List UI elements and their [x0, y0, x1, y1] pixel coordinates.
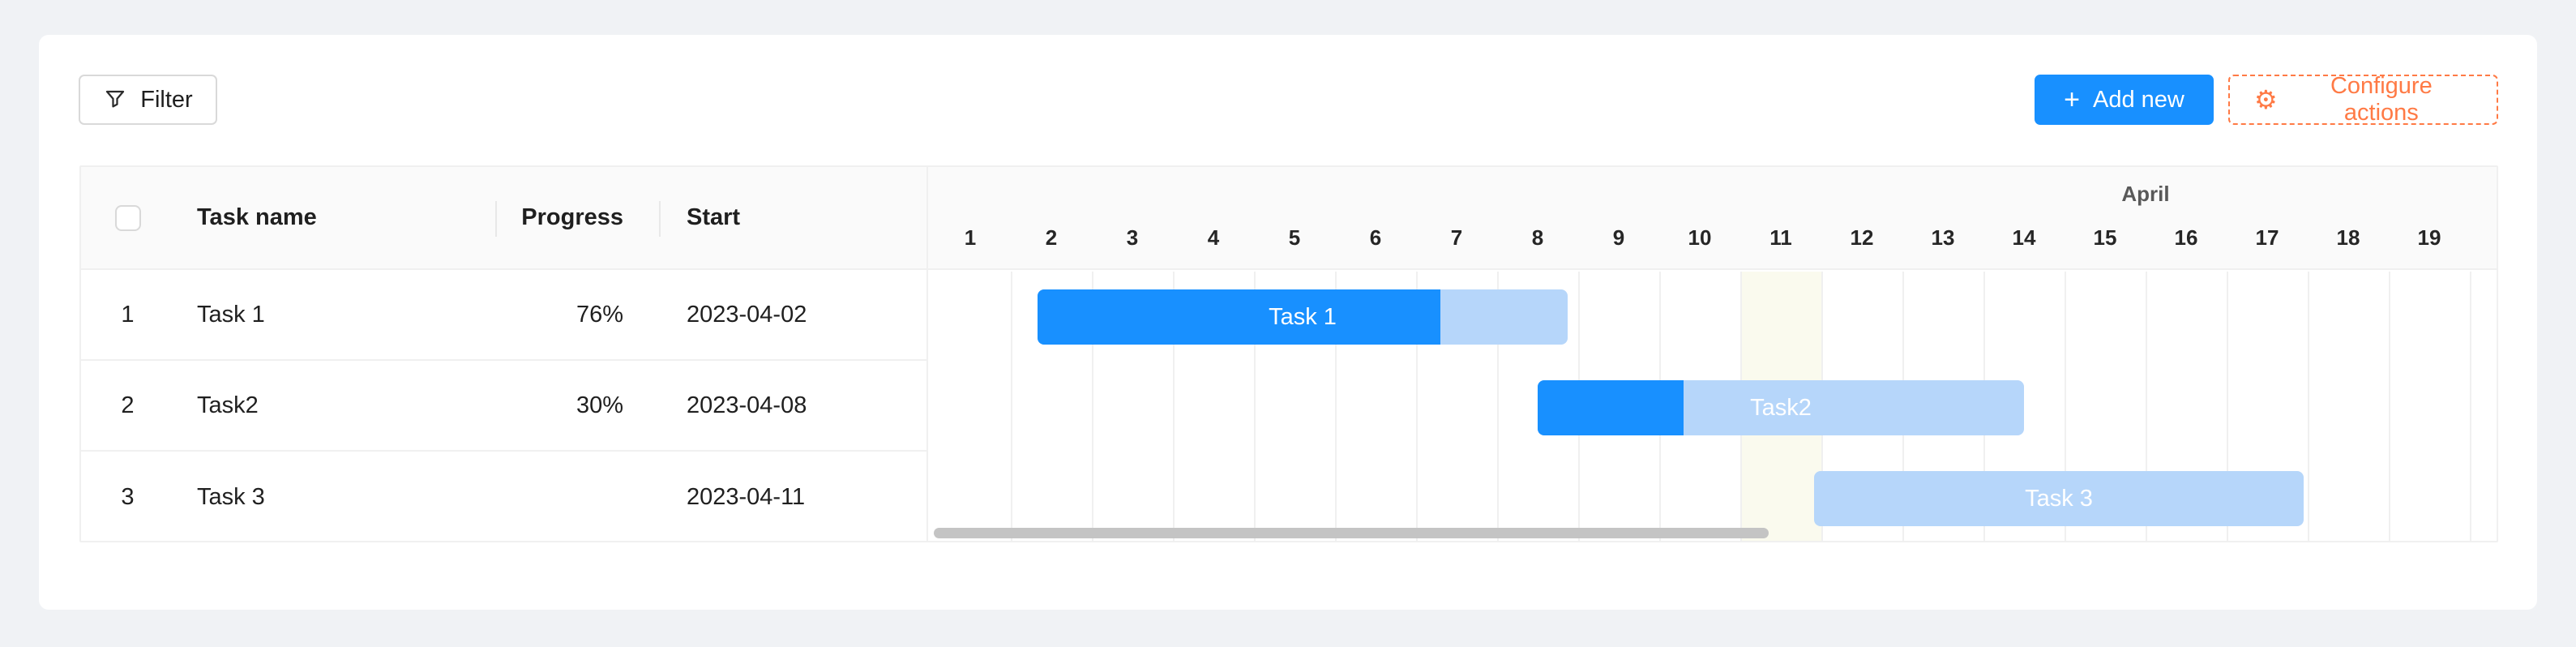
task-name-cell: Task 1 [197, 301, 265, 328]
add-new-button[interactable]: + Add new [2035, 75, 2214, 125]
timeline-header: April 1 2 3 4 5 6 7 8 9 10 11 12 13 14 15 16 17 18 19 [928, 167, 2497, 270]
grid-line [2470, 272, 2471, 541]
timeline-day-label: 9 [1612, 225, 1625, 250]
header-start: Start [687, 204, 741, 230]
row-number-cell: 1 [81, 302, 174, 328]
start-date-cell: 2023-04-11 [687, 483, 806, 510]
grid-line [2389, 272, 2390, 541]
filter-button[interactable]: Filter [79, 75, 217, 125]
gantt-card: Filter + Add new ⚙ Configure actions Tas… [39, 35, 2537, 610]
timeline-day-label: 18 [2336, 225, 2360, 250]
horizontal-scrollbar-thumb[interactable] [934, 528, 1769, 538]
timeline-day-label: 14 [2012, 225, 2036, 250]
timeline-day-label: 13 [1931, 225, 1955, 250]
grid-line [1335, 272, 1337, 541]
row-number: 2 [121, 392, 135, 418]
column-divider [659, 201, 661, 237]
row-number-cell: 2 [81, 392, 174, 419]
grid-line [1254, 272, 1256, 541]
timeline-day-label: 11 [1769, 225, 1792, 250]
timeline-day-label: 4 [1207, 225, 1220, 250]
task-table: Task name Progress Start 1 Task 1 76% 2023-… [81, 167, 926, 541]
task-name-cell: Task2 [197, 392, 259, 418]
plus-icon: + [2064, 84, 2080, 115]
timeline-day-label: 1 [964, 225, 977, 250]
select-all-checkbox[interactable] [114, 204, 141, 231]
filter-label: Filter [140, 86, 193, 113]
table-header-row: Task name Progress Start [81, 167, 926, 270]
timeline-day-label: 15 [2093, 225, 2117, 250]
header-task-name: Task name [197, 204, 317, 230]
timeline-day-label: 10 [1688, 225, 1712, 250]
progress-cell: 76% [576, 301, 623, 328]
filter-funnel-icon [103, 88, 127, 112]
timeline-day-label: 17 [2255, 225, 2279, 250]
configure-actions-button[interactable]: ⚙ Configure actions [2228, 73, 2498, 126]
start-date-cell: 2023-04-08 [687, 392, 807, 418]
gantt-chart: April 1 2 3 4 5 6 7 8 9 10 11 12 13 14 15 16 17 18 19 Task… [926, 167, 2497, 541]
timeline-day-label: 5 [1288, 225, 1301, 250]
header-progress: Progress [521, 204, 623, 230]
add-new-label: Add new [2093, 86, 2184, 113]
grid-line [1416, 272, 1418, 541]
task-table-and-gantt: Task name Progress Start 1 Task 1 76% 2023-… [79, 165, 2498, 542]
grid-line [1173, 272, 1175, 541]
gantt-bar-label: Task2 [1750, 394, 1812, 421]
gantt-bar[interactable]: Task 3 [1814, 471, 2304, 526]
grid-line [2308, 272, 2309, 541]
column-divider [495, 201, 497, 237]
grid-line [1011, 272, 1012, 541]
gantt-bar-progress-fill [1538, 380, 1684, 435]
grid-line [1092, 272, 1093, 541]
gear-icon: ⚙ [2254, 85, 2278, 114]
table-row[interactable]: 3 Task 3 2023-04-11 [81, 452, 926, 541]
timeline-day-label: 6 [1369, 225, 1382, 250]
configure-actions-label: Configure actions [2330, 73, 2433, 126]
row-number: 3 [121, 483, 135, 510]
row-number: 1 [121, 301, 135, 328]
timeline-day-label: 3 [1126, 225, 1139, 250]
gantt-bar[interactable]: Task2 [1538, 380, 2024, 435]
table-body: 1 Task 1 76% 2023-04-02 2 Task2 30% 2023-04-08 3… [81, 270, 926, 541]
grid-line [2227, 272, 2228, 541]
timeline-day-label: 12 [1850, 225, 1874, 250]
gantt-bar-label: Task 1 [1269, 303, 1337, 330]
gantt-bar[interactable]: Task 1 [1038, 289, 1568, 345]
table-row[interactable]: 1 Task 1 76% 2023-04-02 [81, 270, 926, 361]
progress-cell: 30% [576, 392, 623, 418]
grid-line [2146, 272, 2147, 541]
timeline-day-label: 2 [1045, 225, 1058, 250]
task-name-cell: Task 3 [197, 483, 265, 510]
toolbar: Filter + Add new ⚙ Configure actions [79, 73, 2498, 126]
timeline-day-label: 7 [1450, 225, 1463, 250]
timeline-month-label: April [2121, 182, 2170, 206]
timeline-day-label: 8 [1531, 225, 1544, 250]
gantt-bar-progress-fill [1038, 289, 1441, 345]
table-row[interactable]: 2 Task2 30% 2023-04-08 [81, 361, 926, 452]
header-checkbox-cell [81, 204, 174, 231]
start-date-cell: 2023-04-02 [687, 301, 807, 328]
timeline-day-label: 19 [2417, 225, 2441, 250]
gantt-bar-label: Task 3 [2025, 485, 2093, 512]
timeline-day-label: 16 [2174, 225, 2198, 250]
grid-line [1497, 272, 1499, 541]
grid-line [2065, 272, 2066, 541]
row-number-cell: 3 [81, 484, 174, 511]
